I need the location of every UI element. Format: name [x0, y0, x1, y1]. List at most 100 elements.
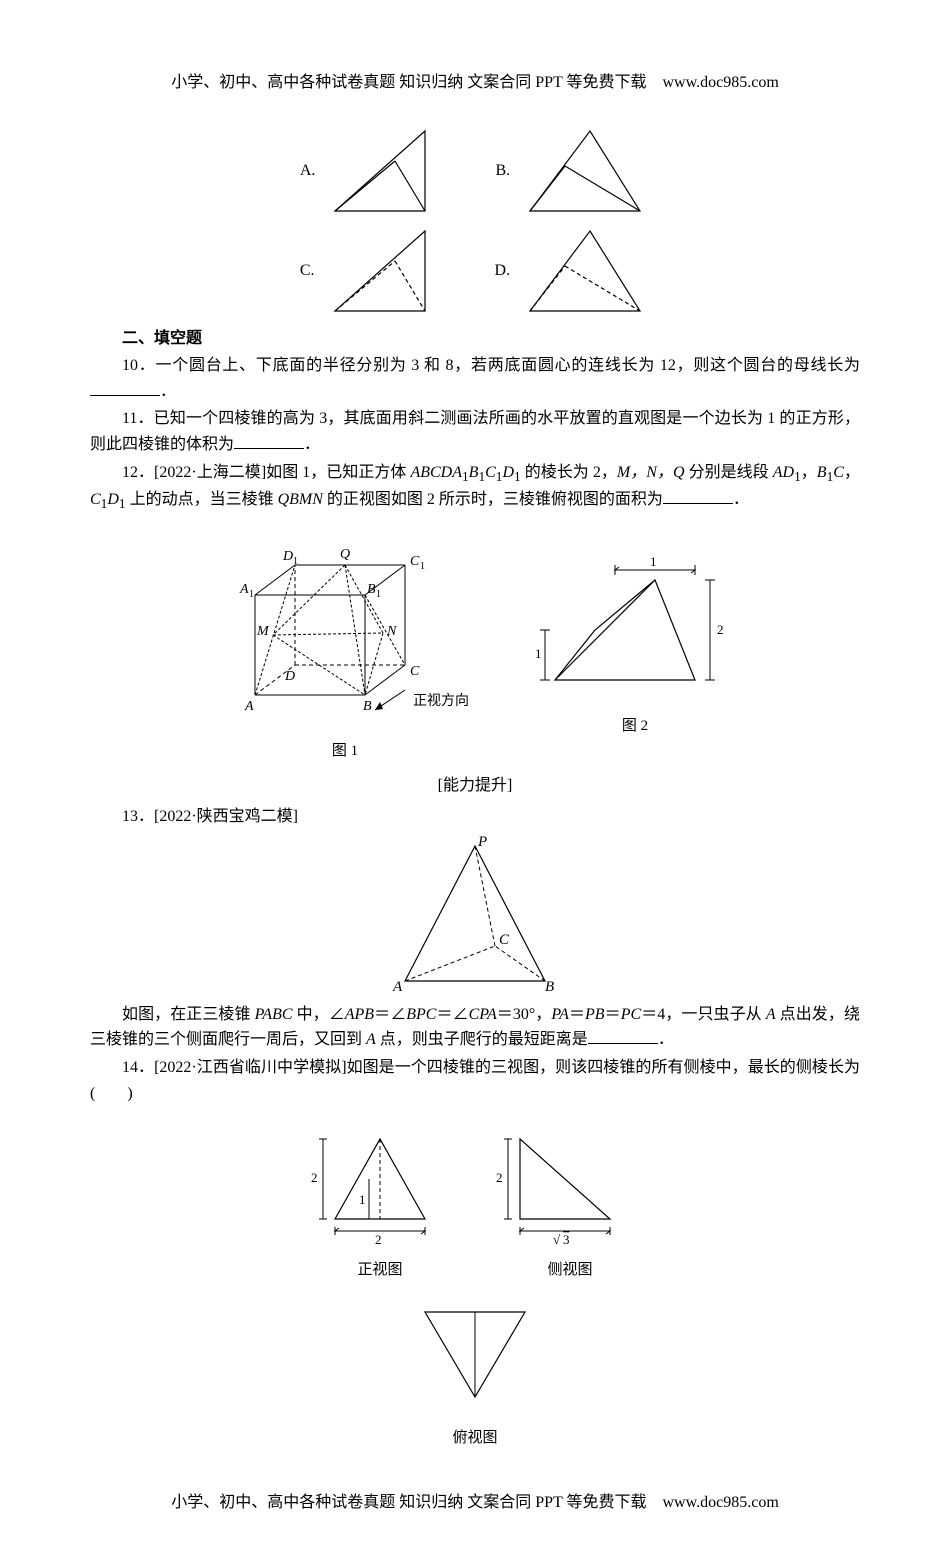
p13-h: ＝4，一只虫子从: [641, 1006, 766, 1023]
p12-b4: D: [502, 464, 514, 481]
svg-text:C: C: [499, 932, 510, 948]
p12-qbmn: QBMN: [278, 491, 323, 508]
p13-pabc: PABC: [255, 1006, 293, 1023]
p12-b1c2: C: [833, 464, 844, 481]
svg-text:√: √: [553, 1232, 561, 1244]
option-c-label: C.: [300, 258, 315, 284]
problem-10: 10．一个圆台上、下底面的半径分别为 3 和 8，若两底面圆心的连线长为 12，…: [90, 353, 860, 404]
svg-text:B: B: [367, 582, 376, 597]
p12-c1d1: C: [90, 491, 101, 508]
svg-text:1: 1: [249, 589, 254, 600]
problem-14-figures: 2 1 2 正视图: [90, 1114, 860, 1450]
figure-14-front: 2 1 2: [305, 1124, 455, 1244]
view-side-label: 侧视图: [547, 1258, 592, 1282]
problem-11: 11．已知一个四棱锥的高为 3，其底面用斜二测画法所画的水平放置的直观图是一个边…: [90, 406, 860, 457]
svg-text:3: 3: [563, 1232, 570, 1244]
p13-bpc: BPC: [406, 1006, 436, 1023]
svg-text:C: C: [410, 554, 420, 569]
p12-mnq: M，N，Q: [617, 464, 685, 481]
p12-e: ，: [844, 464, 860, 481]
svg-text:N: N: [386, 624, 397, 639]
svg-text:A: A: [392, 979, 403, 995]
section-2-title: 二、填空题: [90, 326, 860, 352]
option-c-figure: [325, 226, 435, 316]
svg-text:1: 1: [535, 646, 542, 661]
blank-11: [234, 432, 304, 449]
p12-f: 上的动点，当三棱锥: [126, 491, 278, 508]
p13-a: 如图，在正三棱锥: [122, 1006, 255, 1023]
p13-A2: A: [366, 1031, 376, 1048]
p13-f: ＝: [569, 1006, 585, 1023]
svg-text:1: 1: [359, 1192, 366, 1207]
svg-text:正视方向: 正视方向: [413, 693, 469, 709]
option-a-label: A.: [300, 158, 316, 184]
p13-pb: PB: [585, 1006, 605, 1023]
blank-12: [663, 487, 733, 504]
p13-apb: APB: [345, 1006, 374, 1023]
p12-b3: C: [485, 464, 496, 481]
options-row-2: C. D.: [90, 226, 860, 316]
svg-text:B: B: [363, 699, 372, 714]
page-footer: 小学、初中、高中各种试卷真题 知识归纳 文案合同 PPT 等免费下载 www.d…: [90, 1490, 860, 1516]
svg-text:1: 1: [420, 561, 425, 572]
p13-g: ＝: [605, 1006, 621, 1023]
view-top-label: 俯视图: [452, 1426, 497, 1450]
figure-14-side: 2 √3: [495, 1124, 645, 1244]
svg-text:C: C: [410, 664, 420, 679]
view-front-label: 正视图: [357, 1258, 402, 1282]
svg-text:D: D: [282, 549, 293, 564]
p13-j: 点，则虫子爬行的最短距离是: [376, 1031, 588, 1048]
svg-text:2: 2: [375, 1232, 382, 1244]
p12-d: ，: [801, 464, 817, 481]
p12-ad1: AD: [773, 464, 794, 481]
p12-c1d12: D: [107, 491, 119, 508]
svg-text:1: 1: [376, 589, 381, 600]
problem-12: 12．[2022·上海二模]如图 1，已知正方体 ABCDA1B1C1D1 的棱…: [90, 460, 860, 515]
p12-s1: 1: [462, 469, 469, 484]
p13-b: 中，∠: [293, 1006, 345, 1023]
p12-g: 的正视图如图 2 所示时，三棱锥俯视图的面积为: [323, 491, 663, 508]
page-header: 小学、初中、高中各种试卷真题 知识归纳 文案合同 PPT 等免费下载 www.d…: [90, 70, 860, 96]
svg-text:1: 1: [293, 556, 298, 567]
option-b-label: B.: [495, 158, 510, 184]
svg-text:B: B: [545, 979, 554, 995]
problem-14: 14．[2022·江西省临川中学模拟]如图是一个四棱锥的三视图，则该四棱锥的所有…: [90, 1055, 860, 1106]
figure-2-frontview: 1 1 2: [535, 550, 735, 700]
svg-text:Q: Q: [340, 547, 350, 562]
problem-10-text: 10．一个圆台上、下底面的半径分别为 3 和 8，若两底面圆心的连线长为 12，…: [122, 357, 860, 374]
svg-text:2: 2: [717, 622, 724, 637]
svg-text:2: 2: [311, 1170, 318, 1185]
p12-s8: 1: [119, 496, 126, 511]
p12-b1c: B: [817, 464, 827, 481]
problem-12-figures: A B C D A1 B1 C1 D1 Q M N 正视方向 图 1: [90, 525, 860, 763]
p12-s4: 1: [514, 469, 521, 484]
p12-b2: B: [469, 464, 479, 481]
svg-text:P: P: [477, 836, 487, 850]
option-b-figure: [520, 126, 650, 216]
figure-2-label: 图 2: [622, 714, 648, 738]
p13-pc: PC: [621, 1006, 641, 1023]
blank-13: [588, 1027, 658, 1044]
p13-end: ．: [658, 1031, 674, 1048]
p12-end: ．: [733, 491, 749, 508]
p13-d: ＝∠: [436, 1006, 468, 1023]
p13-c: ＝∠: [374, 1006, 406, 1023]
p13-e: ＝30°，: [497, 1006, 552, 1023]
p13-pa: PA: [551, 1006, 568, 1023]
problem-13-figure-row: P A B C: [90, 836, 860, 996]
p12-c: 分别是线段: [685, 464, 773, 481]
p13-cpa: CPA: [469, 1006, 497, 1023]
problem-13-text: 如图，在正三棱锥 PABC 中，∠APB＝∠BPC＝∠CPA＝30°，PA＝PB…: [90, 1002, 860, 1053]
figure-1-label: 图 1: [332, 739, 358, 763]
p12-s5: 1: [794, 469, 801, 484]
p12-b: 的棱长为 2，: [521, 464, 617, 481]
problem-10-end: ．: [160, 383, 176, 400]
options-row-1: A. B.: [90, 126, 860, 216]
problem-11-end: ．: [304, 436, 320, 453]
blank-10: [90, 379, 160, 396]
p12-a: 12．[2022·上海二模]如图 1，已知正方体: [122, 464, 410, 481]
problem-11-text: 11．已知一个四棱锥的高为 3，其底面用斜二测画法所画的水平放置的直观图是一个边…: [90, 410, 860, 453]
ability-section-title: [能力提升]: [90, 773, 860, 799]
option-d-figure: [520, 226, 650, 316]
figure-13-pyramid: P A B C: [385, 836, 565, 996]
